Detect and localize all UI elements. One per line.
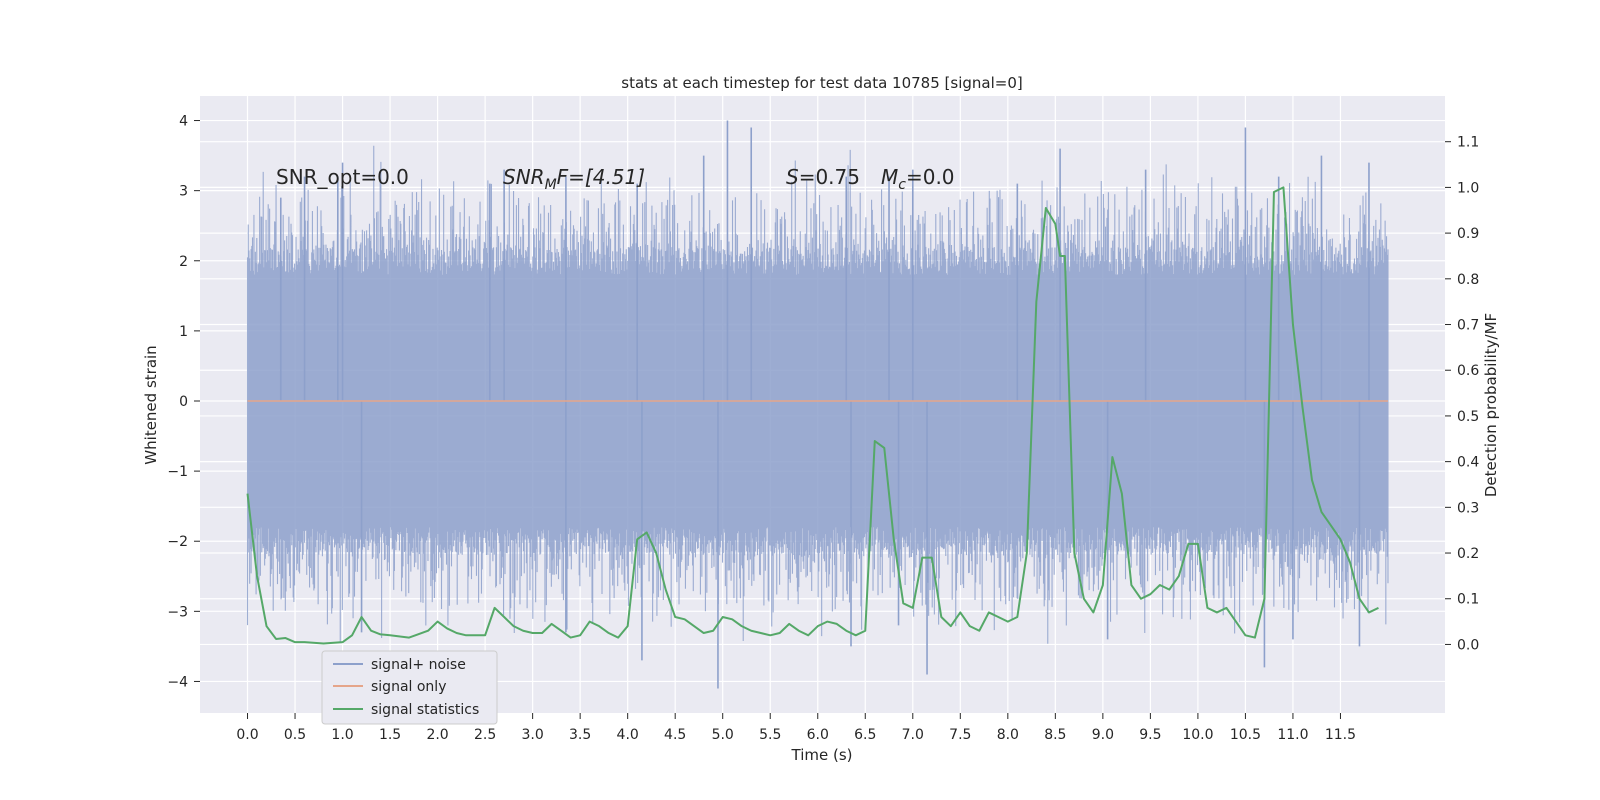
x-tick-label: 1.0	[331, 727, 353, 743]
x-tick-label: 8.5	[1044, 727, 1066, 743]
y2-tick-label: 0.8	[1457, 272, 1479, 288]
y2-tick-label: 0.2	[1457, 546, 1479, 562]
y2-tick-label: 0.4	[1457, 455, 1479, 471]
x-tick-label: 7.5	[949, 727, 971, 743]
y2-axis-ticks: 1.1 1.0 0.9 0.8 0.7 0.6 0.5 0.4 0.3 0.2 0.1 0.0	[1445, 135, 1479, 653]
y-tick-label: −3	[167, 604, 188, 620]
x-tick-label: 11.0	[1277, 727, 1308, 743]
y2-tick-label: 1.0	[1457, 180, 1479, 196]
annotation-s: S=0.75	[786, 165, 860, 189]
noise-trace	[246, 145, 1389, 644]
x-axis-ticks: 0.0 0.5 1.0 1.5 2.0 2.5 3.0 3.5 4.0 4.5 5.0 5.5 6.0 6…	[236, 713, 1356, 743]
legend: signal+ noise signal only signal statist…	[321, 650, 498, 725]
x-tick-label: 4.0	[617, 727, 639, 743]
x-tick-label: 9.5	[1139, 727, 1161, 743]
legend-label-signal-noise: signal+ noise	[371, 657, 466, 673]
x-tick-label: 10.5	[1230, 727, 1261, 743]
y-axis-ticks: 4 3 2 1 0 −1 −2 −3 −4	[167, 114, 200, 690]
y2-tick-label: 0.3	[1457, 500, 1479, 516]
x-tick-label: 5.5	[759, 727, 781, 743]
x-tick-label: 6.5	[854, 727, 876, 743]
annotation-snr-mf: SNRMF=[4.51]	[503, 165, 645, 193]
y-tick-label: 0	[179, 394, 188, 410]
y-axis-label: Whitened strain	[142, 345, 160, 464]
x-tick-label: 3.5	[569, 727, 591, 743]
annotation-snr-opt: SNR_opt=0.0	[276, 165, 409, 189]
legend-label-signal-statistics: signal statistics	[371, 702, 479, 718]
y-tick-label: −1	[167, 464, 188, 480]
x-tick-label: 3.0	[522, 727, 544, 743]
x-tick-label: 6.0	[807, 727, 829, 743]
x-tick-label: 4.5	[664, 727, 686, 743]
x-tick-label: 7.0	[902, 727, 924, 743]
y2-tick-label: 0.1	[1457, 592, 1479, 608]
y2-tick-label: 0.0	[1457, 637, 1479, 653]
series-signal-noise	[246, 120, 1389, 689]
x-tick-label: 8.0	[997, 727, 1019, 743]
y2-tick-label: 1.1	[1457, 135, 1479, 151]
x-tick-label: 2.5	[474, 727, 496, 743]
x-tick-label: 5.0	[712, 727, 734, 743]
y2-tick-label: 0.6	[1457, 363, 1479, 379]
x-tick-label: 9.0	[1092, 727, 1114, 743]
y-tick-label: −4	[167, 674, 188, 690]
statistics-line	[246, 186, 1379, 645]
chart-title: stats at each timestep for test data 107…	[621, 74, 1022, 92]
x-tick-label: 0.5	[284, 727, 306, 743]
y-tick-label: 4	[179, 114, 188, 130]
y2-tick-label: 0.5	[1457, 409, 1479, 425]
y-tick-label: 3	[179, 184, 188, 200]
y-tick-label: −2	[167, 534, 188, 550]
x-tick-label: 10.0	[1182, 727, 1213, 743]
annotation-mc: Mc=0.0	[881, 165, 955, 193]
y-tick-label: 2	[179, 254, 188, 270]
y-tick-label: 1	[179, 324, 188, 340]
y2-tick-label: 0.7	[1457, 318, 1479, 334]
y2-axis-label: Detection probability/MF	[1482, 313, 1500, 497]
x-tick-label: 11.5	[1325, 727, 1356, 743]
x-tick-label: 0.0	[236, 727, 258, 743]
y2-tick-label: 0.9	[1457, 226, 1479, 242]
x-tick-label: 2.0	[426, 727, 448, 743]
legend-box	[321, 650, 498, 725]
x-axis-label: Time (s)	[791, 746, 853, 764]
x-tick-label: 1.5	[379, 727, 401, 743]
legend-label-signal-only: signal only	[371, 679, 446, 695]
series-signal-statistics	[246, 186, 1379, 645]
